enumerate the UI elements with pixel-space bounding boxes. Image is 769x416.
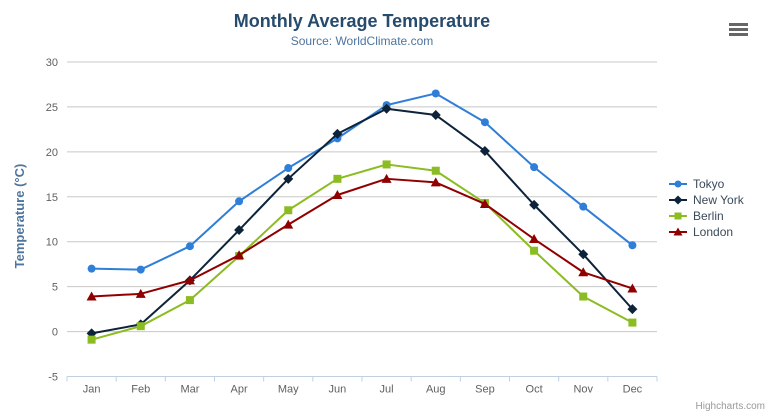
data-point-square[interactable] (579, 292, 588, 301)
legend-label: Berlin (693, 209, 724, 223)
y-axis-tick-label: 25 (46, 102, 58, 114)
data-point-diamond[interactable] (234, 225, 245, 236)
legend-triangle-icon (669, 227, 687, 236)
data-point-triangle[interactable] (234, 250, 245, 260)
data-point-square[interactable] (136, 322, 145, 331)
data-point-diamond[interactable] (529, 199, 540, 210)
x-axis-label: Jan (83, 384, 101, 396)
data-point-triangle[interactable] (627, 283, 638, 293)
legend: Tokyo New York Berlin London (668, 176, 744, 240)
x-axis-label: Nov (573, 384, 593, 396)
hamburger-bar (729, 33, 748, 36)
data-point-square[interactable] (87, 335, 96, 344)
data-point-square[interactable] (382, 160, 391, 169)
legend-item-tokyo[interactable]: Tokyo (668, 176, 744, 192)
series-new-york (86, 103, 638, 339)
data-point-triangle[interactable] (283, 219, 294, 229)
data-point-diamond[interactable] (479, 145, 490, 156)
data-point-diamond[interactable] (332, 128, 343, 139)
data-point-triangle[interactable] (86, 291, 97, 301)
data-point-circle[interactable] (628, 241, 637, 250)
legend-item-berlin[interactable]: Berlin (668, 208, 744, 224)
data-point-diamond (673, 195, 683, 205)
data-point-circle[interactable] (530, 163, 539, 172)
data-point-square[interactable] (333, 174, 342, 183)
data-point-square[interactable] (530, 246, 539, 255)
y-axis-title: Temperature (°C) (12, 164, 27, 269)
data-point-triangle[interactable] (332, 189, 343, 199)
hamburger-icon (729, 23, 748, 36)
legend-label: London (693, 225, 734, 239)
data-point-square[interactable] (628, 318, 637, 327)
data-point-circle[interactable] (431, 89, 440, 98)
data-point-square[interactable] (185, 296, 194, 305)
data-point-diamond[interactable] (578, 249, 589, 260)
series-line (90, 177, 634, 298)
data-point-circle[interactable] (480, 118, 489, 127)
hamburger-bar (729, 23, 748, 26)
data-point-triangle[interactable] (135, 288, 146, 298)
y-axis-tick-label: 10 (46, 237, 58, 249)
x-axis-label: Jul (380, 384, 394, 396)
data-point-circle[interactable] (235, 197, 244, 206)
data-point-circle[interactable] (579, 202, 588, 211)
data-point-diamond[interactable] (283, 173, 294, 184)
y-axis-tick-label: 0 (52, 327, 58, 339)
x-axis-label: Mar (180, 384, 199, 396)
legend-circle-icon (669, 180, 687, 188)
data-point-diamond[interactable] (627, 304, 638, 315)
data-point-triangle[interactable] (479, 198, 490, 208)
legend-label: Tokyo (693, 177, 725, 191)
x-axis-label: Feb (131, 384, 150, 396)
series-tokyo (87, 89, 637, 274)
data-point-triangle[interactable] (430, 177, 441, 187)
chart-subtitle: Source: WorldClimate.com (290, 34, 434, 48)
data-point-triangle[interactable] (578, 267, 589, 277)
y-axis-tick-label: 5 (52, 282, 58, 294)
data-point-triangle (673, 227, 683, 236)
y-axis-tick-label: 15 (46, 192, 58, 204)
y-axis-tick-label: -5 (48, 372, 58, 384)
chart-title: Monthly Average Temperature (233, 11, 491, 31)
y-axis-tick-label: 20 (46, 147, 58, 159)
data-point-circle[interactable] (185, 242, 194, 251)
data-point-triangle[interactable] (184, 275, 195, 285)
data-point-circle[interactable] (284, 164, 293, 173)
data-point-circle (674, 180, 682, 188)
data-point-circle[interactable] (136, 265, 145, 274)
data-point-triangle[interactable] (381, 173, 392, 183)
data-point-diamond[interactable] (430, 110, 441, 121)
x-axis-label: Oct (526, 384, 543, 396)
x-axis-label: Apr (231, 384, 248, 396)
data-point-square (674, 212, 682, 220)
x-axis-label: Jun (329, 384, 347, 396)
data-point-square[interactable] (431, 166, 440, 175)
series-line (90, 92, 634, 271)
data-point-diamond[interactable] (381, 103, 392, 114)
y-axis-tick-label: 30 (46, 57, 58, 69)
data-point-triangle[interactable] (529, 234, 540, 244)
legend-diamond-icon (669, 195, 687, 205)
hamburger-bar (729, 28, 748, 31)
data-point-circle[interactable] (87, 264, 96, 273)
series-line (90, 163, 634, 341)
series-line (90, 107, 634, 335)
legend-item-london[interactable]: London (668, 224, 744, 240)
highcharts-credit-link[interactable]: Highcharts.com (695, 401, 765, 412)
series-london (86, 173, 638, 301)
x-axis-label: Sep (475, 384, 495, 396)
export-menu-button[interactable] (727, 21, 750, 38)
x-axis-label: Aug (426, 384, 446, 396)
x-axis-label: May (278, 384, 299, 396)
x-axis-label: Dec (623, 384, 643, 396)
data-point-square[interactable] (284, 206, 293, 215)
legend-label: New York (693, 193, 744, 207)
legend-square-icon (669, 212, 687, 220)
legend-item-new-york[interactable]: New York (668, 192, 744, 208)
